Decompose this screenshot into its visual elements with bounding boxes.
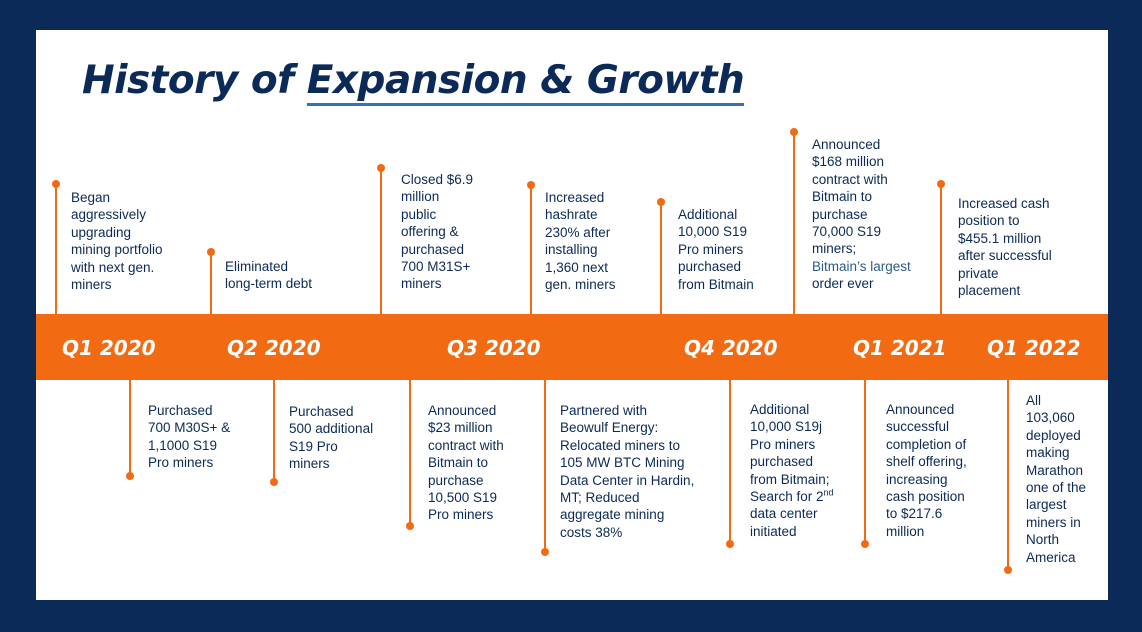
connector-line: [409, 380, 411, 526]
event-below: Purchased 500 additional S19 Pro miners: [289, 404, 374, 472]
event-below: All 103,060 deployed making Marathon one of t…: [1026, 393, 1087, 565]
quarter-label: Q1 2022: [987, 336, 1081, 360]
event-above: Announced $168 million contract with Bitmai…: [812, 137, 911, 292]
connector-line: [940, 184, 942, 314]
connector-line: [55, 184, 57, 314]
title-underlined: Expansion & Growth: [306, 58, 745, 106]
slide: History of Expansion & Growth Q1 2020 Q2…: [36, 30, 1108, 600]
event-above: Began aggressively upgrading mining portfol…: [71, 190, 163, 293]
connector-line: [530, 185, 532, 314]
event-below: Announced successful completion of shelf of…: [886, 402, 967, 539]
connector-line: [1007, 380, 1009, 570]
timeline-dot: [126, 472, 134, 480]
timeline-dot: [541, 548, 549, 556]
connector-line: [273, 380, 275, 482]
timeline-dot: [377, 164, 385, 172]
timeline-dot: [406, 522, 414, 530]
connector-line: [864, 380, 866, 544]
event-below: Partnered with Beowulf Energy: Relocated m…: [560, 403, 695, 540]
connector-line: [729, 380, 731, 544]
event-below: Purchased 700 M30S+ & 1,1000 S19 Pro miners: [148, 403, 231, 471]
timeline-dot: [937, 180, 945, 188]
event-above: Increased cash position to $455.1 million a…: [958, 196, 1052, 299]
quarter-label: Q3 2020: [447, 336, 541, 360]
connector-line: [380, 168, 382, 314]
timeline-dot: [790, 128, 798, 136]
quarter-label: Q1 2020: [62, 336, 156, 360]
timeline-dot: [207, 248, 215, 256]
title-prefix: History of: [82, 58, 307, 103]
connector-line: [544, 380, 546, 552]
connector-line: [210, 252, 212, 314]
quarter-label: Q2 2020: [227, 336, 321, 360]
page-title: History of Expansion & Growth: [82, 58, 745, 106]
timeline-dot: [726, 540, 734, 548]
connector-line: [660, 202, 662, 314]
event-below: Additional 10,000 S19j Pro miners purchased…: [750, 402, 834, 539]
timeline-dot: [527, 181, 535, 189]
quarter-label: Q4 2020: [684, 336, 778, 360]
timeline-band: [36, 314, 1108, 380]
event-below: Announced $23 million contract with Bitmain…: [428, 403, 504, 523]
event-above: Additional 10,000 S19 Pro miners purchased f…: [678, 207, 754, 292]
event-above: Closed $6.9 million public offering & purcha…: [401, 172, 474, 292]
connector-line: [793, 132, 795, 314]
event-above: Eliminated long-term debt: [225, 259, 313, 292]
timeline-dot: [52, 180, 60, 188]
timeline-dot: [657, 198, 665, 206]
event-above: Increased hashrate 230% after installing 1,3…: [545, 190, 616, 293]
timeline-dot: [861, 540, 869, 548]
timeline-dot: [270, 478, 278, 486]
quarter-label: Q1 2021: [853, 336, 947, 360]
connector-line: [129, 380, 131, 476]
timeline-dot: [1004, 566, 1012, 574]
